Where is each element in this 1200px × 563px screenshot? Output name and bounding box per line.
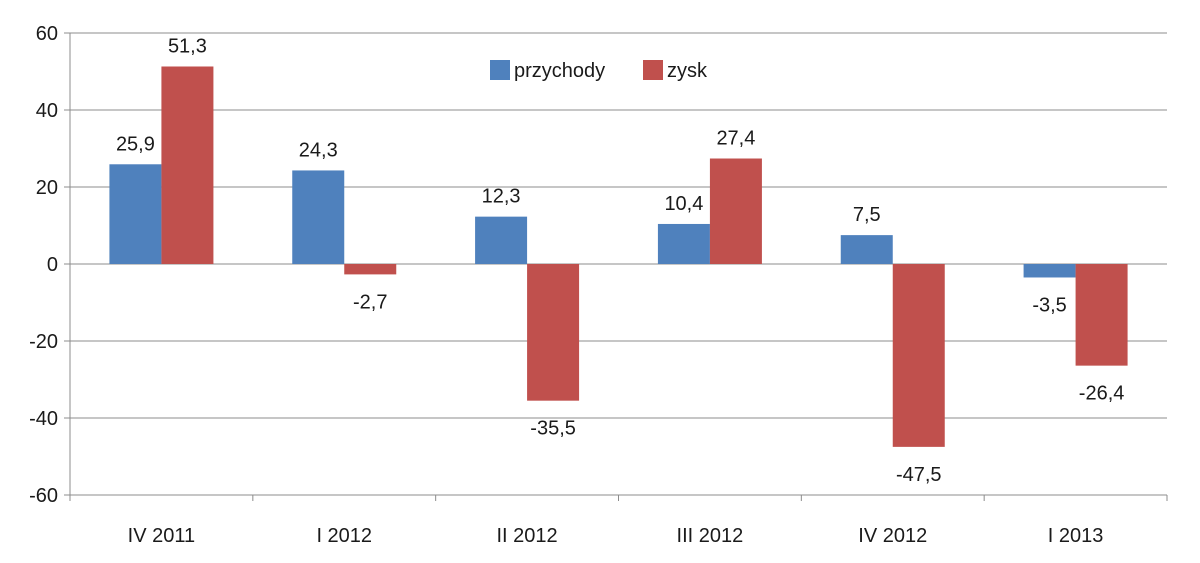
data-label-przychody: 10,4 — [664, 193, 703, 215]
bar-przychody — [657, 223, 710, 264]
x-tick-label: II 2012 — [496, 525, 557, 547]
x-tick-label: IV 2011 — [128, 525, 195, 547]
data-label-zysk: 51,3 — [168, 35, 207, 57]
y-tick-label: -40 — [29, 408, 58, 430]
legend: przychody zysk — [490, 60, 708, 82]
y-tick-label: 40 — [36, 100, 58, 122]
y-tick-label: -60 — [29, 485, 58, 507]
y-tick-label: 60 — [36, 23, 58, 45]
y-tick-label: -20 — [29, 331, 58, 353]
legend-label: przychody — [514, 60, 605, 82]
y-tick-label: 20 — [36, 177, 58, 199]
bar-przychody — [1023, 264, 1076, 278]
data-label-przychody: 24,3 — [299, 139, 338, 161]
data-label-przychody: -3,5 — [1032, 294, 1066, 316]
bar-zysk — [527, 264, 580, 401]
bar-zysk — [892, 264, 945, 447]
bar-przychody — [475, 216, 528, 264]
y-tick-label: 0 — [47, 254, 58, 276]
legend-label: zysk — [667, 60, 708, 82]
x-tick-label: I 2013 — [1048, 525, 1104, 547]
data-label-zysk: -26,4 — [1079, 383, 1125, 405]
x-tick-label: III 2012 — [677, 525, 744, 547]
axes: 60 40 20 0 -20 -40 -60 IV 2011 I 2012 II 2012 III … — [29, 23, 1168, 547]
x-tick-label: I 2012 — [316, 525, 372, 547]
legend-swatch — [643, 60, 663, 80]
legend-swatch — [490, 60, 510, 80]
bar-przychody — [109, 164, 162, 264]
bars — [109, 66, 1128, 447]
bar-zysk — [344, 264, 397, 275]
data-labels: 25,9 24,3 12,3 10,4 7,5 -3,5 51,3 -2,7 -35,5 27,4… — [116, 35, 1124, 485]
bar-przychody — [840, 235, 893, 264]
x-tick-label: IV 2012 — [858, 525, 927, 547]
bar-zysk — [161, 66, 214, 265]
data-label-zysk: -47,5 — [896, 464, 942, 486]
bar-zysk — [709, 158, 762, 264]
data-label-zysk: -35,5 — [530, 418, 576, 440]
bar-zysk — [1075, 264, 1128, 366]
data-label-przychody: 7,5 — [853, 204, 881, 226]
data-label-zysk: -2,7 — [353, 291, 387, 313]
data-label-zysk: 27,4 — [716, 128, 755, 150]
data-label-przychody: 25,9 — [116, 133, 155, 155]
bar-przychody — [292, 170, 345, 264]
data-label-przychody: 12,3 — [482, 186, 521, 208]
